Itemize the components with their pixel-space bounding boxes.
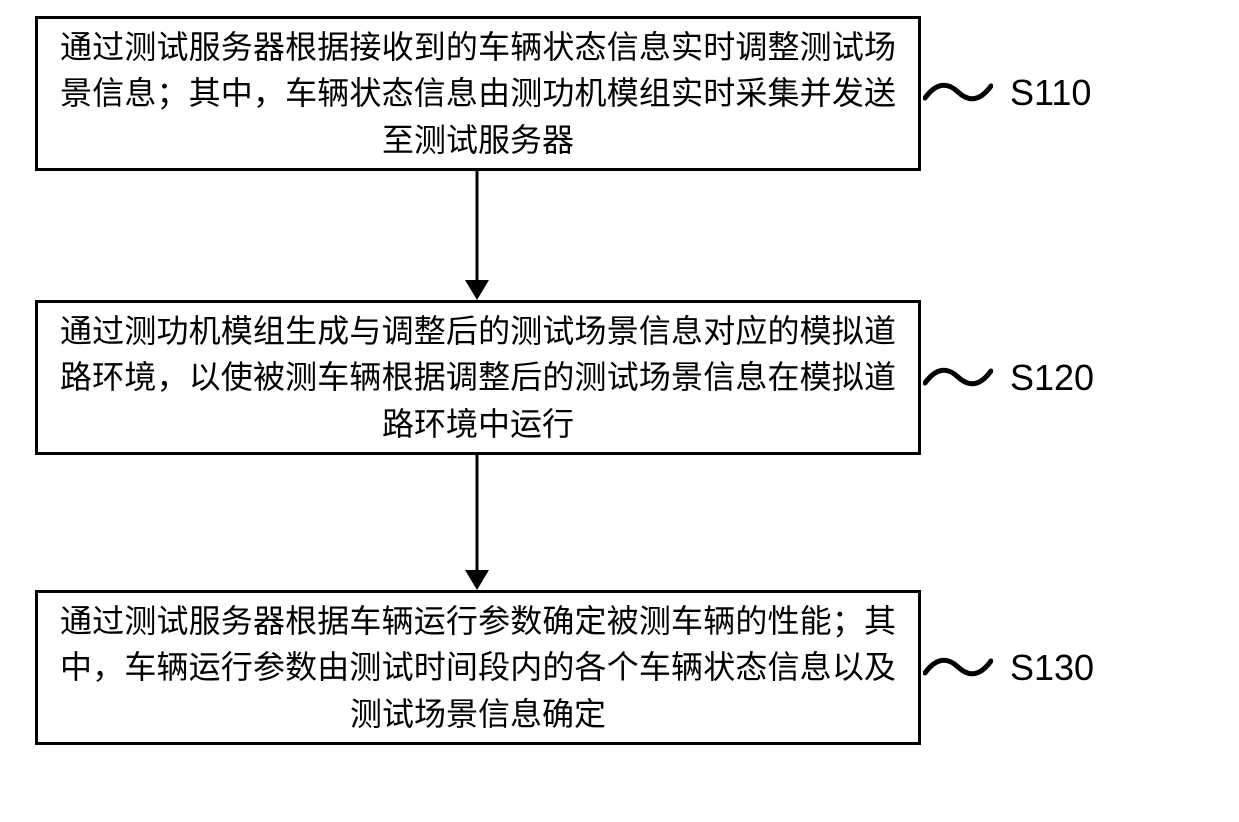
step-1-label: S110 [1010,72,1091,114]
tilde-connector-icon [923,643,993,691]
step-2-label: S120 [1010,357,1094,399]
flowchart-step-3: 通过测试服务器根据车辆运行参数确定被测车辆的性能；其中，车辆运行参数由测试时间段… [35,590,921,745]
step-2-text: 通过测功机模组生成与调整后的测试场景信息对应的模拟道路环境，以使被测车辆根据调整… [60,308,896,447]
flowchart-step-1: 通过测试服务器根据接收到的车辆状态信息实时调整测试场景信息；其中，车辆状态信息由… [35,16,921,171]
flowchart-step-2: 通过测功机模组生成与调整后的测试场景信息对应的模拟道路环境，以使被测车辆根据调整… [35,300,921,455]
tilde-connector-icon [923,353,993,401]
flowchart-container: 通过测试服务器根据接收到的车辆状态信息实时调整测试场景信息；其中，车辆状态信息由… [0,0,1239,822]
step-3-text: 通过测试服务器根据车辆运行参数确定被测车辆的性能；其中，车辆运行参数由测试时间段… [60,598,896,737]
step-3-label: S130 [1010,647,1094,689]
tilde-connector-icon [923,68,993,116]
step-1-text: 通过测试服务器根据接收到的车辆状态信息实时调整测试场景信息；其中，车辆状态信息由… [60,24,896,163]
